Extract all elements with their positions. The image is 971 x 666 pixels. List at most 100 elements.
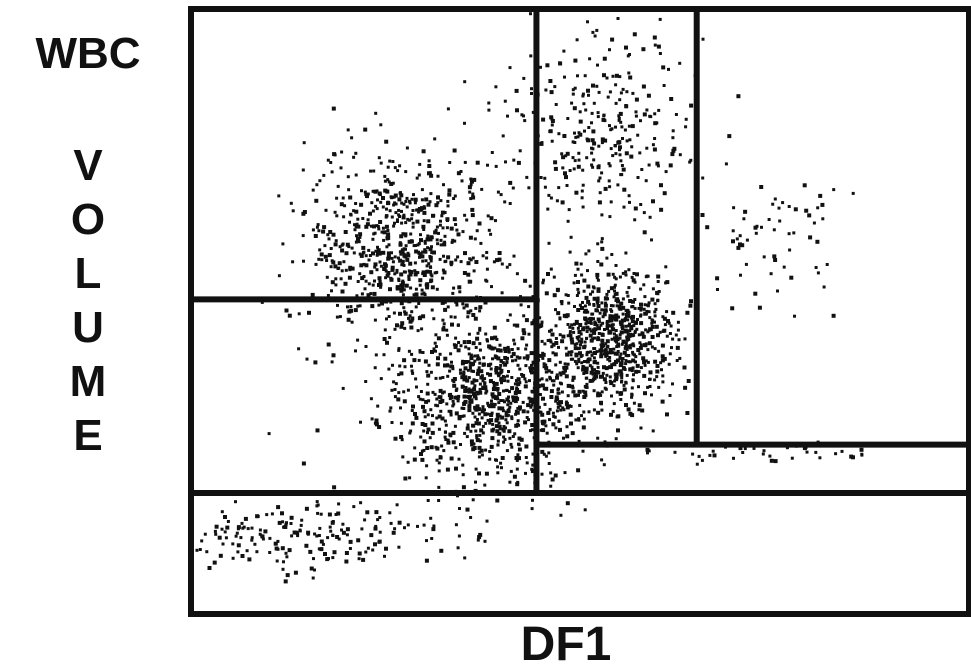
data-point xyxy=(523,384,528,389)
data-point xyxy=(200,539,204,543)
data-point xyxy=(323,244,327,248)
data-point xyxy=(460,361,465,366)
data-point xyxy=(550,139,554,143)
data-point xyxy=(256,514,260,518)
data-point xyxy=(762,255,766,259)
data-point xyxy=(439,199,443,203)
data-point xyxy=(614,101,618,105)
data-point xyxy=(555,409,559,413)
data-point xyxy=(543,185,547,189)
data-point xyxy=(505,449,509,453)
data-point xyxy=(647,449,651,453)
data-point xyxy=(349,305,353,309)
data-point xyxy=(576,267,580,271)
data-point xyxy=(506,114,509,118)
data-point xyxy=(562,134,567,138)
data-point xyxy=(358,232,363,237)
data-point xyxy=(412,293,416,297)
data-point xyxy=(386,256,391,261)
data-point xyxy=(658,17,662,21)
data-point xyxy=(474,480,477,484)
data-point xyxy=(393,166,397,170)
data-point xyxy=(618,75,622,79)
data-point xyxy=(644,344,648,348)
data-point xyxy=(627,194,631,198)
data-point xyxy=(602,73,606,78)
data-point xyxy=(556,402,560,406)
data-point xyxy=(332,550,337,555)
data-point xyxy=(301,168,305,172)
data-point xyxy=(618,306,623,311)
data-point xyxy=(418,255,421,259)
data-point xyxy=(624,381,628,385)
data-point xyxy=(429,235,434,240)
data-point xyxy=(567,350,571,354)
data-point xyxy=(397,277,401,281)
data-point xyxy=(497,257,502,262)
data-point xyxy=(492,427,495,431)
data-point xyxy=(504,418,508,422)
data-point xyxy=(584,252,588,256)
data-point xyxy=(582,417,586,421)
data-point xyxy=(566,394,570,398)
data-point xyxy=(549,90,554,95)
data-point xyxy=(559,408,563,412)
data-point xyxy=(456,546,460,550)
data-point xyxy=(428,171,432,175)
data-point xyxy=(433,392,437,396)
data-point xyxy=(508,202,512,205)
data-point xyxy=(662,316,667,321)
data-point xyxy=(283,579,288,584)
data-point xyxy=(614,329,618,332)
data-point xyxy=(510,386,515,391)
data-point xyxy=(622,383,626,387)
data-point xyxy=(377,251,382,256)
data-point xyxy=(314,198,319,203)
data-point xyxy=(492,386,497,391)
data-point xyxy=(531,110,535,114)
data-point xyxy=(428,247,433,252)
data-point xyxy=(354,349,357,353)
data-point xyxy=(384,546,388,551)
data-point xyxy=(488,450,492,453)
data-point xyxy=(478,326,482,330)
data-point xyxy=(480,187,484,191)
data-point xyxy=(438,455,443,460)
data-point xyxy=(614,152,618,156)
data-point xyxy=(453,424,457,428)
data-point xyxy=(411,225,415,229)
data-point xyxy=(415,208,419,212)
data-point xyxy=(241,526,245,530)
data-point xyxy=(417,210,421,214)
data-point xyxy=(573,159,577,163)
data-point xyxy=(480,416,484,420)
data-point xyxy=(662,84,666,87)
data-point xyxy=(812,221,816,225)
data-point xyxy=(752,446,756,450)
data-point xyxy=(483,483,487,487)
data-point xyxy=(625,139,629,143)
data-point xyxy=(659,361,663,365)
data-point xyxy=(445,467,450,472)
data-point xyxy=(788,248,792,252)
data-point xyxy=(382,238,386,242)
data-point xyxy=(549,340,553,344)
data-point xyxy=(548,407,552,411)
data-point xyxy=(604,354,608,358)
data-point xyxy=(314,262,318,266)
data-point xyxy=(437,231,440,235)
data-point xyxy=(373,265,377,269)
data-point xyxy=(608,324,612,328)
data-point xyxy=(577,360,581,364)
data-point xyxy=(474,429,478,433)
data-point xyxy=(574,190,579,195)
data-point xyxy=(495,412,500,417)
data-point xyxy=(655,375,659,379)
data-point xyxy=(341,522,345,526)
data-point xyxy=(554,341,559,345)
data-point xyxy=(387,367,391,371)
data-point xyxy=(372,224,376,229)
data-point xyxy=(342,215,346,219)
data-point xyxy=(525,343,529,347)
data-point xyxy=(423,239,427,243)
